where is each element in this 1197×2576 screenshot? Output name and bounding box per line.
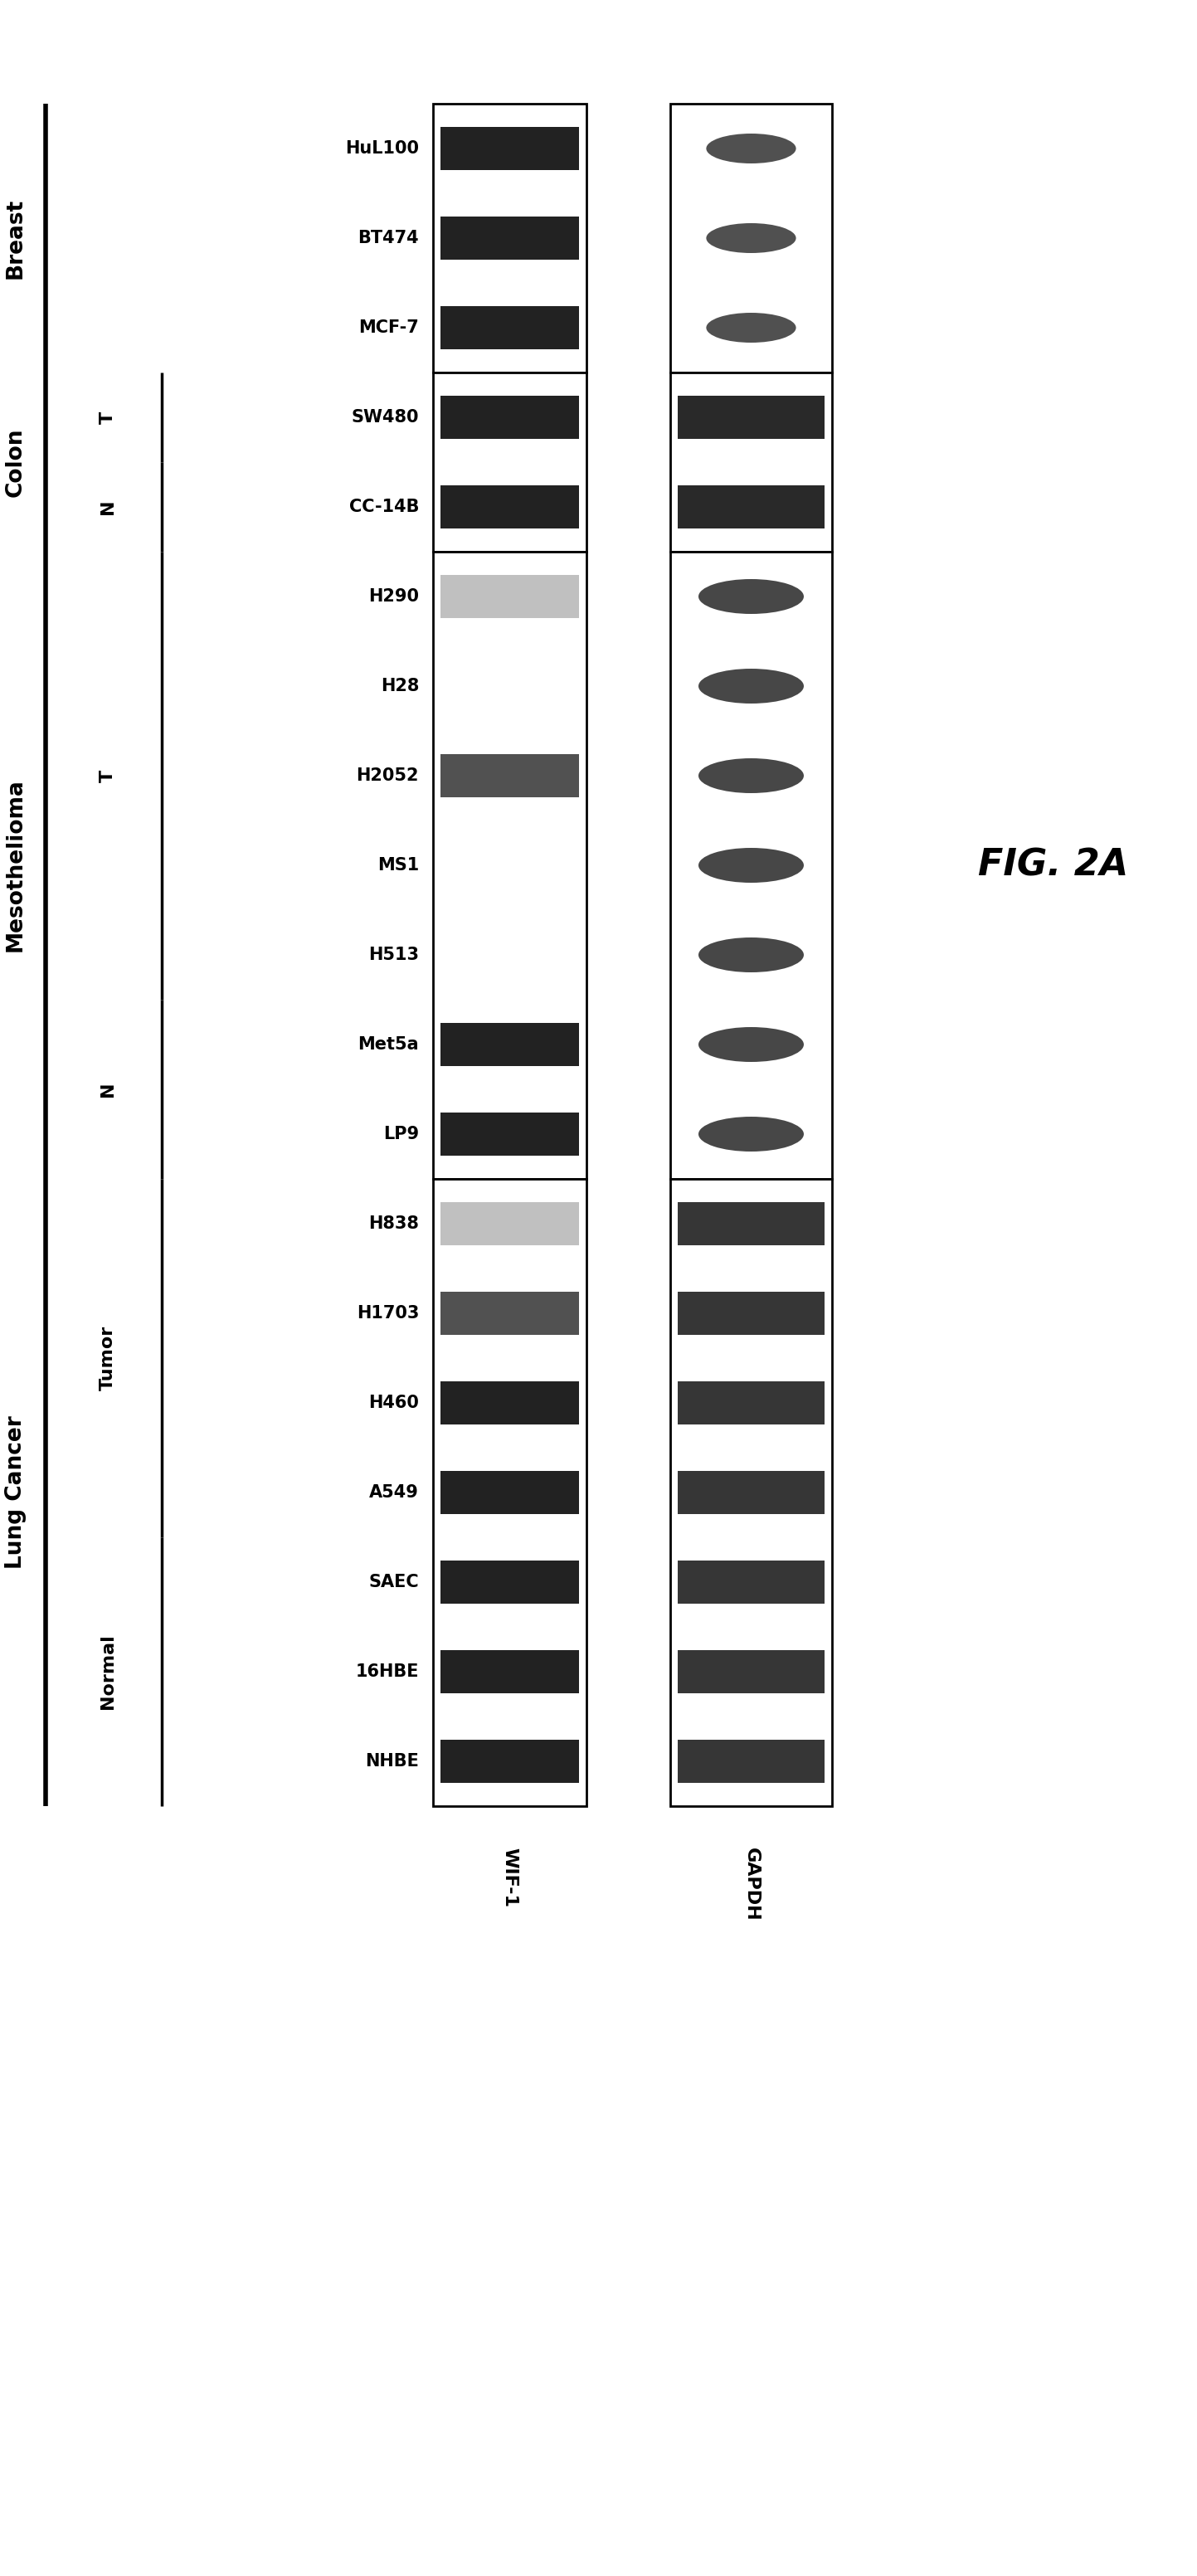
Text: N: N	[99, 1082, 116, 1097]
Text: SAEC: SAEC	[369, 1574, 419, 1589]
Bar	[440, 1561, 579, 1605]
Text: MS1: MS1	[377, 858, 419, 873]
Bar	[440, 1113, 579, 1157]
Ellipse shape	[706, 312, 796, 343]
Text: Normal: Normal	[99, 1633, 116, 1710]
Bar	[678, 1471, 825, 1515]
Text: BT474: BT474	[358, 229, 419, 247]
Bar	[678, 1203, 825, 1244]
Text: H513: H513	[369, 945, 419, 963]
Bar	[433, 1180, 587, 1806]
Bar	[440, 574, 579, 618]
Text: LP9: LP9	[383, 1126, 419, 1141]
Ellipse shape	[706, 134, 796, 162]
Bar	[678, 1561, 825, 1605]
Bar	[440, 755, 579, 799]
Ellipse shape	[699, 1028, 804, 1061]
Text: A549: A549	[370, 1484, 419, 1502]
Bar	[678, 1381, 825, 1425]
Bar	[440, 1381, 579, 1425]
Text: Met5a: Met5a	[358, 1036, 419, 1054]
Bar	[670, 1180, 832, 1806]
Bar	[440, 126, 579, 170]
Bar	[440, 1471, 579, 1515]
Bar	[678, 397, 825, 438]
Ellipse shape	[699, 580, 804, 613]
Text: 16HBE: 16HBE	[356, 1664, 419, 1680]
Text: SW480: SW480	[352, 410, 419, 425]
Bar	[678, 1291, 825, 1334]
Bar	[670, 551, 832, 1180]
Text: WIF-1: WIF-1	[502, 1847, 518, 1906]
Ellipse shape	[706, 224, 796, 252]
Text: H460: H460	[369, 1394, 419, 1412]
Bar	[440, 216, 579, 260]
Bar	[678, 1651, 825, 1692]
Text: Lung Cancer: Lung Cancer	[5, 1417, 26, 1569]
Ellipse shape	[699, 670, 804, 703]
Text: NHBE: NHBE	[365, 1754, 419, 1770]
Text: N: N	[99, 500, 116, 515]
Bar	[433, 551, 587, 1180]
Text: Colon: Colon	[5, 428, 26, 497]
Bar	[670, 103, 832, 374]
Text: Breast: Breast	[5, 198, 26, 278]
Bar	[433, 374, 587, 551]
Text: MCF-7: MCF-7	[359, 319, 419, 335]
Ellipse shape	[699, 938, 804, 971]
Bar	[440, 1291, 579, 1334]
Bar	[440, 397, 579, 438]
Bar	[678, 1739, 825, 1783]
Bar	[440, 1651, 579, 1692]
Text: H1703: H1703	[357, 1306, 419, 1321]
Ellipse shape	[699, 1115, 804, 1151]
Ellipse shape	[699, 848, 804, 884]
Bar	[678, 484, 825, 528]
Text: T: T	[99, 770, 116, 783]
Bar	[440, 1023, 579, 1066]
Text: T: T	[99, 412, 116, 422]
Bar	[440, 1203, 579, 1244]
Ellipse shape	[699, 757, 804, 793]
Bar	[440, 1739, 579, 1783]
Text: H2052: H2052	[357, 768, 419, 783]
Bar	[433, 103, 587, 374]
Text: H290: H290	[369, 587, 419, 605]
Text: CC-14B: CC-14B	[348, 500, 419, 515]
Bar	[440, 307, 579, 350]
Text: FIG. 2A: FIG. 2A	[978, 848, 1129, 884]
Bar	[670, 374, 832, 551]
Text: HuL100: HuL100	[345, 139, 419, 157]
Text: GAPDH: GAPDH	[743, 1847, 759, 1922]
Text: H838: H838	[369, 1216, 419, 1231]
Text: H28: H28	[381, 677, 419, 696]
Bar	[440, 484, 579, 528]
Text: Mesothelioma: Mesothelioma	[5, 778, 26, 953]
Text: Tumor: Tumor	[99, 1327, 116, 1391]
